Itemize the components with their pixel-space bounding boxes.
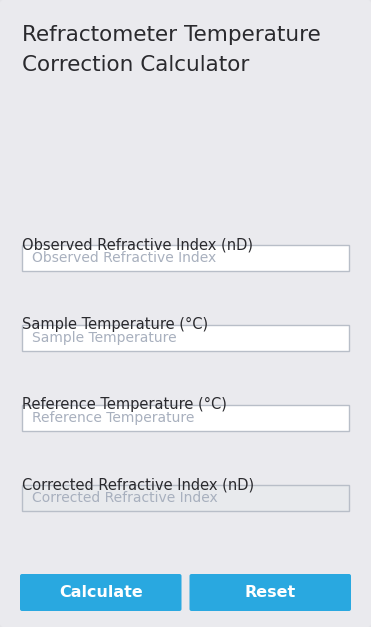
FancyBboxPatch shape xyxy=(22,325,349,351)
FancyBboxPatch shape xyxy=(190,574,351,611)
Text: Sample Temperature: Sample Temperature xyxy=(32,331,177,345)
FancyBboxPatch shape xyxy=(22,245,349,271)
Text: Reset: Reset xyxy=(244,585,296,600)
Text: Observed Refractive Index: Observed Refractive Index xyxy=(32,251,216,265)
Text: Corrected Refractive Index: Corrected Refractive Index xyxy=(32,491,218,505)
Text: Refractometer Temperature: Refractometer Temperature xyxy=(22,25,321,45)
Text: Sample Temperature (°C): Sample Temperature (°C) xyxy=(22,317,208,332)
Text: Reference Temperature (°C): Reference Temperature (°C) xyxy=(22,397,227,412)
Text: Observed Refractive Index (nD): Observed Refractive Index (nD) xyxy=(22,237,253,252)
FancyBboxPatch shape xyxy=(20,574,181,611)
Text: Calculate: Calculate xyxy=(59,585,142,600)
Text: Reference Temperature: Reference Temperature xyxy=(32,411,194,424)
Text: Correction Calculator: Correction Calculator xyxy=(22,55,249,75)
FancyBboxPatch shape xyxy=(22,404,349,431)
Text: Corrected Refractive Index (nD): Corrected Refractive Index (nD) xyxy=(22,477,254,492)
FancyBboxPatch shape xyxy=(22,485,349,511)
